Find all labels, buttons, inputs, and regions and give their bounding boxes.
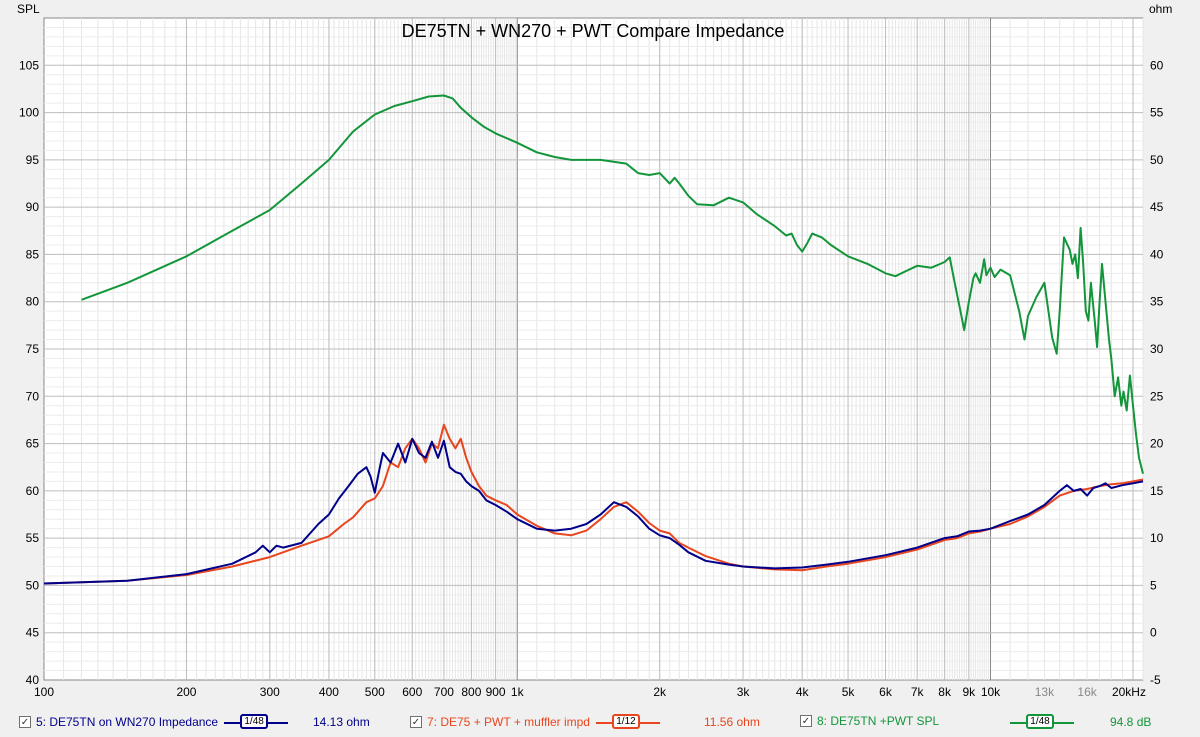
smoothing-box-series-5[interactable]: 1/48 bbox=[240, 714, 269, 729]
y-tick-label-left: 95 bbox=[26, 153, 40, 167]
y-tick-label-right: 55 bbox=[1150, 106, 1164, 120]
x-tick-label: 20kHz bbox=[1112, 685, 1146, 699]
x-tick-label: 16k bbox=[1077, 685, 1097, 699]
series-line-5 bbox=[43, 437, 1144, 585]
legend-label-series-5: 5: DE75TN on WN270 Impedance bbox=[36, 715, 219, 729]
smoothing-box-series-8[interactable]: 1/48 bbox=[1026, 714, 1054, 729]
y-tick-label-right: 35 bbox=[1150, 295, 1164, 309]
series-group bbox=[43, 94, 1144, 585]
y-tick-label-left: 40 bbox=[26, 673, 40, 687]
series-line-8 bbox=[81, 94, 1144, 475]
y-tick-label-right: 30 bbox=[1150, 342, 1164, 356]
x-tick-label: 300 bbox=[260, 685, 280, 699]
legend-checkbox-series-5[interactable]: ✓ bbox=[19, 716, 31, 728]
x-tick-label: 600 bbox=[402, 685, 422, 699]
x-tick-label: 400 bbox=[319, 685, 339, 699]
y-tick-label-right: -5 bbox=[1150, 673, 1161, 687]
y-axis-label-right: ohm bbox=[1149, 2, 1172, 16]
x-tick-label: 6k bbox=[879, 685, 893, 699]
legend-item-series-8[interactable]: ✓ 8: DE75TN +PWT SPL bbox=[800, 714, 945, 728]
smoothing-box-series-7[interactable]: 1/12 bbox=[611, 714, 640, 729]
legend-value-series-8: 94.8 dB bbox=[1110, 715, 1152, 729]
x-tick-label: 7k bbox=[911, 685, 925, 699]
axis-labels: 100 200 300 400 500 600 700 800 900 1k 2k 3k 4k 5k 6k 7… bbox=[19, 58, 1164, 699]
y-tick-label-left: 90 bbox=[26, 200, 40, 214]
legend-value-series-7: 11.56 ohm bbox=[704, 715, 760, 729]
legend-checkbox-series-7[interactable]: ✓ bbox=[410, 716, 422, 728]
x-tick-label: 800 bbox=[461, 685, 481, 699]
x-tick-label: 3k bbox=[737, 685, 751, 699]
x-tick-label: 900 bbox=[486, 685, 506, 699]
y-tick-label-right: 45 bbox=[1150, 200, 1164, 214]
y-tick-label-right: 20 bbox=[1150, 437, 1164, 451]
y-tick-label-right: 50 bbox=[1150, 153, 1164, 167]
y-tick-label-left: 45 bbox=[26, 626, 40, 640]
y-axis-label-left: SPL bbox=[17, 2, 40, 16]
y-tick-label-left: 55 bbox=[26, 531, 40, 545]
x-tick-label: 100 bbox=[34, 685, 54, 699]
y-tick-label-left: 80 bbox=[26, 295, 40, 309]
x-tick-label: 5k bbox=[842, 685, 856, 699]
chart-plot: 100 200 300 400 500 600 700 800 900 1k 2k 3k 4k 5k 6k 7… bbox=[17, 2, 1172, 699]
y-tick-label-left: 50 bbox=[26, 578, 40, 592]
legend-swatch-series-8[interactable]: 1/48 bbox=[1010, 714, 1074, 730]
y-tick-label-right: 40 bbox=[1150, 247, 1164, 261]
x-tick-label: 500 bbox=[365, 685, 385, 699]
x-tick-label: 8k bbox=[938, 685, 952, 699]
legend-swatch-series-5[interactable]: 1/48 bbox=[224, 714, 289, 730]
x-tick-label: 2k bbox=[653, 685, 667, 699]
y-tick-label-right: 60 bbox=[1150, 58, 1164, 72]
legend-label-series-7: 7: DE75 + PWT + muffler impd bbox=[427, 715, 590, 729]
y-tick-label-left: 60 bbox=[26, 484, 40, 498]
y-tick-label-left: 75 bbox=[26, 342, 40, 356]
legend-item-series-7[interactable]: ✓ 7: DE75 + PWT + muffler impd 1/12 bbox=[410, 714, 666, 730]
x-tick-label: 13k bbox=[1035, 685, 1055, 699]
y-tick-label-right: 0 bbox=[1150, 626, 1157, 640]
x-tick-label: 200 bbox=[176, 685, 196, 699]
y-tick-label-right: 5 bbox=[1150, 578, 1157, 592]
y-tick-label-left: 100 bbox=[19, 106, 39, 120]
x-tick-label: 9k bbox=[963, 685, 977, 699]
y-tick-label-right: 15 bbox=[1150, 484, 1164, 498]
y-tick-label-right: 25 bbox=[1150, 389, 1164, 403]
y-tick-label-left: 85 bbox=[26, 247, 40, 261]
legend-swatch-series-7[interactable]: 1/12 bbox=[595, 714, 660, 730]
y-tick-label-left: 70 bbox=[26, 389, 40, 403]
y-tick-label-left: 105 bbox=[19, 58, 39, 72]
legend-item-series-5[interactable]: ✓ 5: DE75TN on WN270 Impedance 1/48 bbox=[19, 714, 294, 730]
legend-checkbox-series-8[interactable]: ✓ bbox=[800, 715, 812, 727]
legend: ✓ 5: DE75TN on WN270 Impedance 1/48 14.1… bbox=[0, 708, 1200, 737]
y-tick-label-right: 10 bbox=[1150, 531, 1164, 545]
x-tick-label: 10k bbox=[981, 685, 1001, 699]
x-tick-label: 4k bbox=[796, 685, 810, 699]
x-tick-label: 1k bbox=[511, 685, 525, 699]
legend-value-series-5: 14.13 ohm bbox=[313, 715, 370, 729]
legend-label-series-8: 8: DE75TN +PWT SPL bbox=[817, 714, 940, 728]
chart-title: DE75TN + WN270 + PWT Compare Impedance bbox=[402, 21, 785, 41]
y-tick-label-left: 65 bbox=[26, 437, 40, 451]
x-tick-label: 700 bbox=[434, 685, 454, 699]
